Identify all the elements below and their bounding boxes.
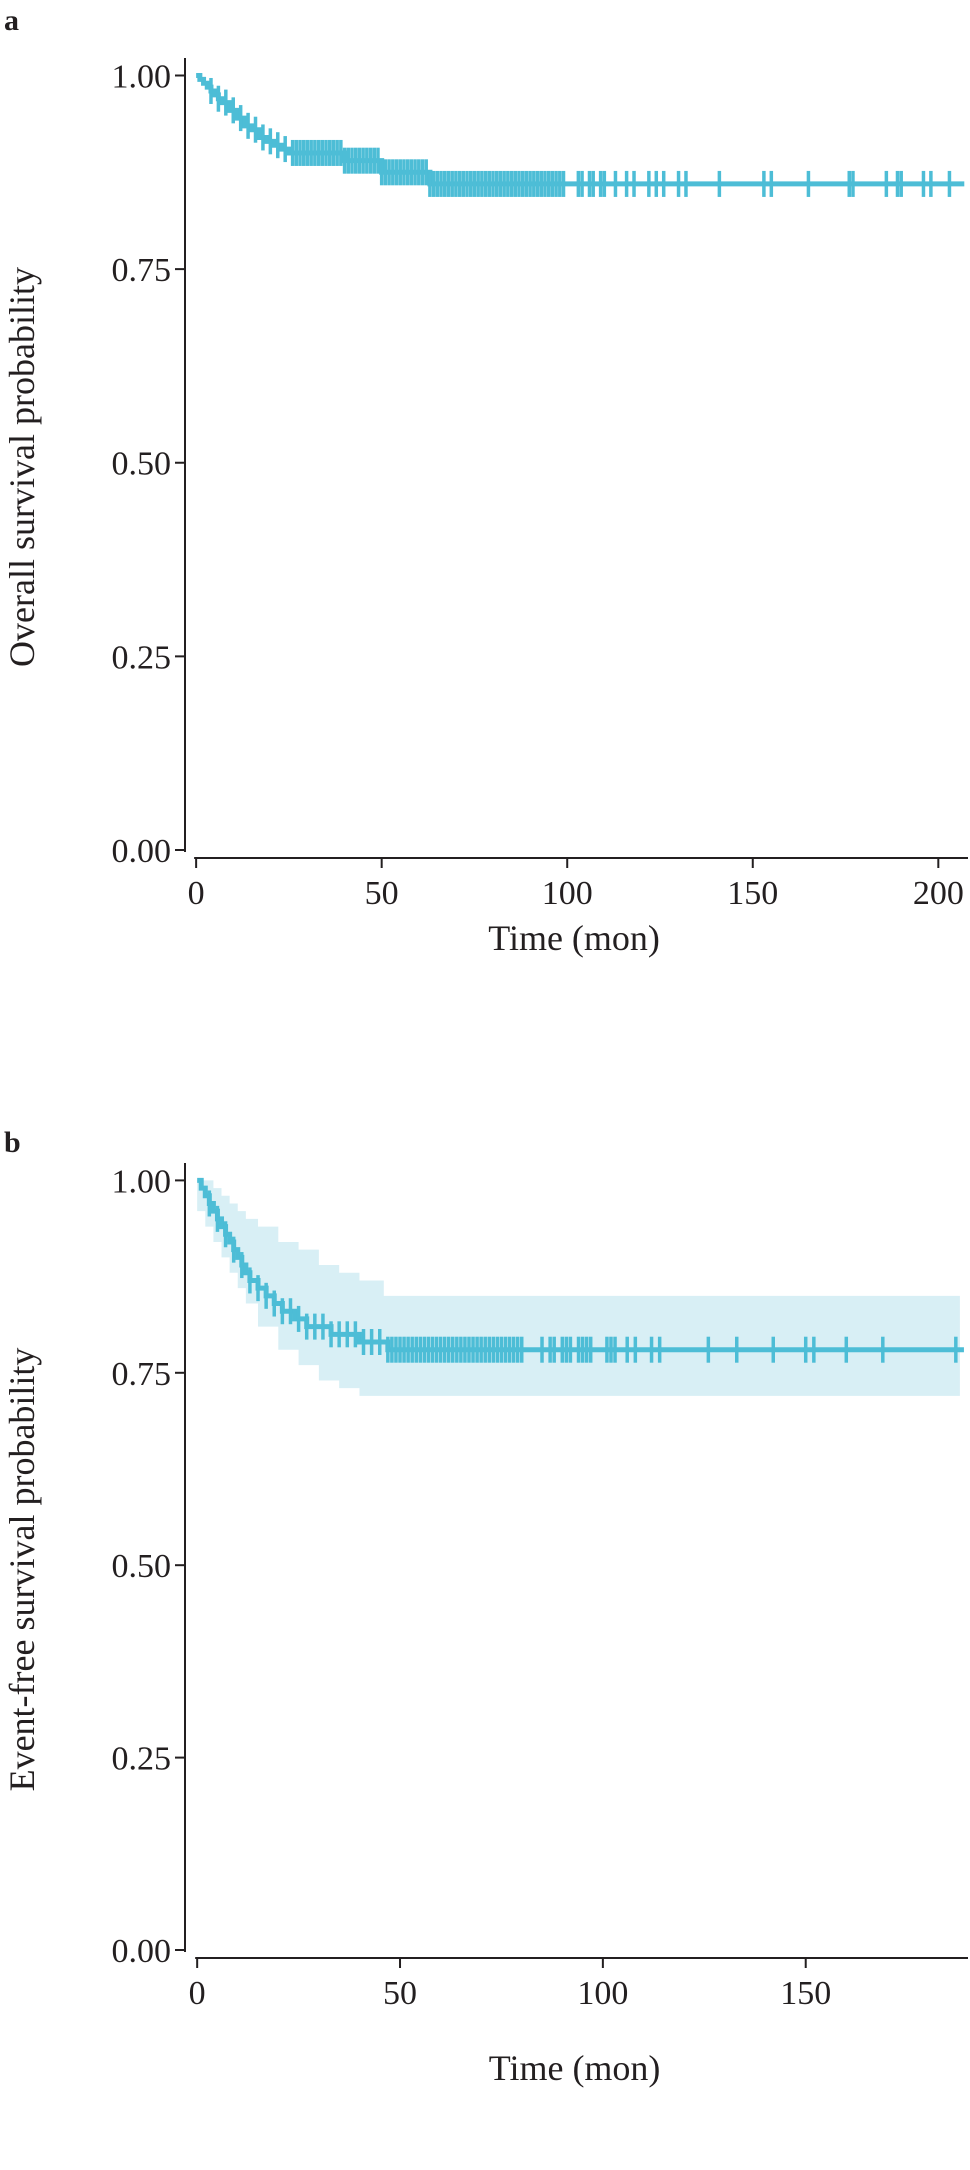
survival-curve xyxy=(196,72,965,187)
x-tick-label: 100 xyxy=(577,1975,628,2012)
y-tick-label: 0.00 xyxy=(112,833,172,870)
x-tick-label: 150 xyxy=(727,875,778,912)
x-axis-title: Time (mon) xyxy=(488,918,660,958)
y-tick-label: 0.25 xyxy=(112,1741,172,1778)
y-axis-title: Overall survival probability xyxy=(2,267,42,667)
y-tick-label: 1.00 xyxy=(112,1163,172,1200)
panel-letter: a xyxy=(4,4,19,37)
y-tick-label: 0.00 xyxy=(112,1933,172,1970)
x-axis-title: Time (mon) xyxy=(489,2048,661,2088)
y-axis-title: Event-free survival probability xyxy=(2,1348,42,1792)
overall-survival-panel: a 0.00 0.25 0.50 0.75 1.00 0 50 100 150 200 Time (m… xyxy=(0,0,970,1040)
confidence-band xyxy=(197,1180,960,1396)
x-tick-label: 0 xyxy=(188,875,205,912)
x-tick-label: 200 xyxy=(913,875,964,912)
y-tick-label: 0.75 xyxy=(112,252,172,289)
x-tick-label: 50 xyxy=(365,875,399,912)
y-tick-label: 0.50 xyxy=(112,446,172,483)
y-tick-label: 0.25 xyxy=(112,639,172,676)
x-tick-label: 150 xyxy=(780,1975,831,2012)
overall-survival-chart: a 0.00 0.25 0.50 0.75 1.00 0 50 100 150 200 Time (m… xyxy=(2,4,968,958)
x-tick-label: 0 xyxy=(189,1975,206,2012)
panel-letter: b xyxy=(4,1130,21,1159)
x-tick-label: 50 xyxy=(383,1975,417,2012)
event-free-survival-panel: b 0.00 0.25 0.50 0.75 1.00 0 50 100 150 Time (mon)… xyxy=(0,1130,970,2170)
y-tick-label: 1.00 xyxy=(112,58,172,95)
event-free-survival-chart: b 0.00 0.25 0.50 0.75 1.00 0 50 100 150 Time (mon)… xyxy=(2,1130,968,2088)
x-tick-label: 100 xyxy=(542,875,593,912)
y-tick-label: 0.75 xyxy=(112,1356,172,1393)
y-tick-label: 0.50 xyxy=(112,1548,172,1585)
